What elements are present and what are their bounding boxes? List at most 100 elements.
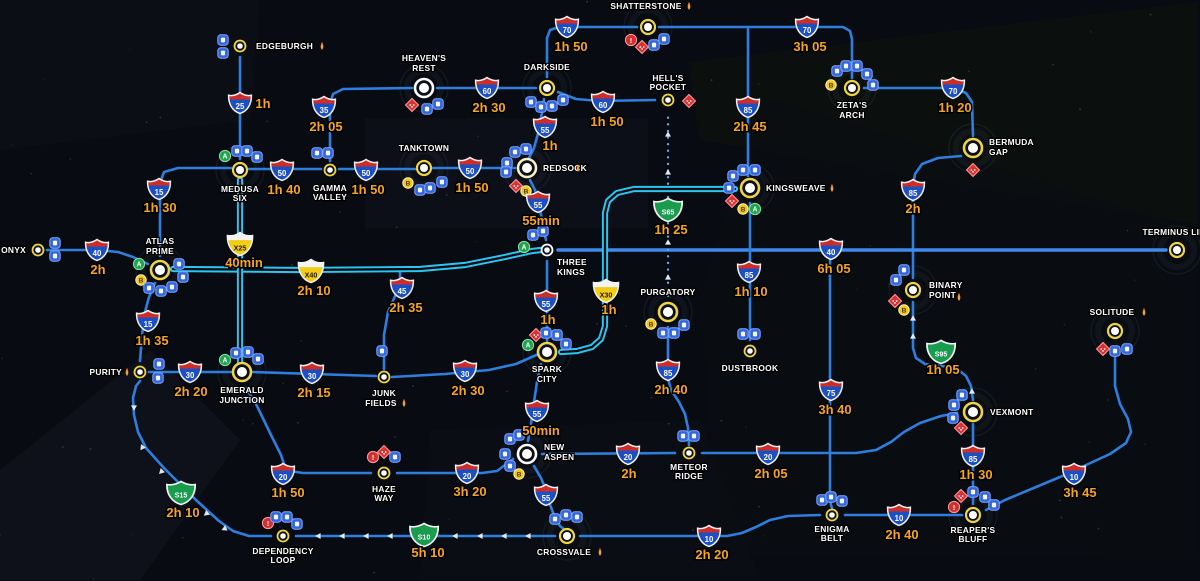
route-shield-S65: S65 bbox=[653, 197, 684, 223]
travel-time-label: 55min bbox=[522, 213, 560, 228]
amenity-icon bbox=[509, 146, 521, 158]
route-line bbox=[862, 86, 975, 138]
node-label: SHATTERSTONE bbox=[610, 1, 681, 11]
node-gamma-valley[interactable] bbox=[323, 163, 337, 177]
star-dot bbox=[1144, 443, 1146, 446]
node-label: CITY bbox=[537, 374, 557, 384]
node-core bbox=[1111, 327, 1119, 335]
node-new-aspen[interactable] bbox=[516, 443, 538, 465]
hazard-diamond-icon bbox=[376, 444, 392, 460]
node-spark-city[interactable] bbox=[536, 341, 558, 363]
route-shield-85: 85 bbox=[655, 358, 681, 382]
node-hells-pocket[interactable] bbox=[661, 93, 675, 107]
node-zetas-arch[interactable] bbox=[843, 79, 861, 97]
star-dot bbox=[395, 226, 398, 229]
node-atlas-prime[interactable] bbox=[149, 259, 171, 281]
route-shield-70: 70 bbox=[940, 76, 966, 100]
node-solitude[interactable] bbox=[1106, 322, 1124, 340]
node-core bbox=[35, 247, 41, 253]
amenity-icon bbox=[143, 282, 155, 294]
node-kingsweave[interactable] bbox=[739, 177, 761, 199]
amenity-icon bbox=[251, 151, 263, 163]
heat-flame-icon bbox=[576, 163, 580, 172]
node-dustbrook[interactable] bbox=[743, 344, 757, 358]
travel-time-label: 1h 10 bbox=[734, 284, 767, 299]
shield-number: S65 bbox=[662, 209, 675, 217]
route-shield-10: 10 bbox=[1061, 462, 1087, 486]
node-haze-way[interactable] bbox=[377, 466, 391, 480]
shield-number: 70 bbox=[563, 26, 572, 35]
route-shield-X25: X25 bbox=[226, 231, 254, 257]
shield-number: X25 bbox=[234, 244, 247, 252]
star-dot bbox=[279, 525, 281, 528]
node-binary-point[interactable] bbox=[904, 281, 922, 299]
node-meteor-ridge[interactable] bbox=[682, 446, 696, 460]
node-label: GAP bbox=[989, 147, 1008, 157]
node-core bbox=[237, 43, 243, 49]
shield-number: 55 bbox=[541, 126, 550, 135]
star-dot bbox=[145, 121, 148, 123]
star-dot bbox=[667, 422, 670, 425]
node-emerald-junction[interactable] bbox=[231, 361, 253, 383]
amenity-icon bbox=[723, 182, 735, 194]
shield-number: 25 bbox=[236, 102, 245, 111]
node-redsock[interactable] bbox=[516, 157, 538, 179]
badge-a-icon: A bbox=[218, 353, 232, 367]
node-medusa-six[interactable] bbox=[231, 161, 249, 179]
shield-number: 15 bbox=[155, 188, 164, 197]
direction-arrow-icon bbox=[452, 533, 458, 539]
node-darkside[interactable] bbox=[538, 79, 556, 97]
node-junk-fields[interactable] bbox=[377, 370, 391, 384]
node-label: BLUFF bbox=[959, 534, 988, 544]
node-edgeburgh[interactable] bbox=[233, 39, 247, 53]
star-dot bbox=[282, 382, 284, 385]
node-heavens-rest[interactable] bbox=[413, 77, 435, 99]
amenity-icon bbox=[557, 94, 569, 106]
direction-arrow-icon bbox=[315, 533, 321, 539]
node-three-kings[interactable] bbox=[540, 243, 554, 257]
direction-arrow-icon bbox=[910, 333, 916, 339]
shield-number: S95 bbox=[935, 351, 948, 359]
amenity-icon bbox=[549, 513, 561, 525]
node-crossvale[interactable] bbox=[558, 527, 576, 545]
star-dot bbox=[477, 135, 479, 138]
node-dependency-loop[interactable] bbox=[276, 529, 290, 543]
node-shatterstone[interactable] bbox=[639, 18, 657, 36]
node-tanktown[interactable] bbox=[415, 159, 433, 177]
amenity-icon bbox=[861, 68, 873, 80]
shield-number: 20 bbox=[463, 472, 472, 481]
amenity-icon bbox=[948, 399, 960, 411]
route-shield-20: 20 bbox=[270, 462, 296, 486]
heat-flame-icon bbox=[830, 183, 834, 192]
node-core bbox=[155, 265, 165, 275]
node-reapers-bluff[interactable] bbox=[964, 506, 982, 524]
node-label: ARCH bbox=[839, 110, 864, 120]
travel-time-label: 2h 30 bbox=[472, 100, 505, 115]
node-enigma-belt[interactable] bbox=[825, 508, 839, 522]
node-bermuda-gap[interactable] bbox=[962, 137, 984, 159]
direction-arrow-icon bbox=[501, 533, 507, 539]
travel-time-label: 1h 40 bbox=[267, 182, 300, 197]
node-purity[interactable] bbox=[133, 365, 147, 379]
amenity-icon bbox=[537, 225, 549, 237]
star-dot bbox=[445, 194, 448, 196]
amenity-icon bbox=[499, 448, 511, 460]
node-vexmont[interactable] bbox=[962, 401, 984, 423]
node-core bbox=[968, 407, 978, 417]
node-terminus-line[interactable] bbox=[1168, 241, 1186, 259]
star-dot bbox=[373, 571, 375, 574]
route-shield-30: 30 bbox=[452, 359, 478, 383]
travel-time-label: 2h 10 bbox=[297, 283, 330, 298]
route-shield-10: 10 bbox=[696, 524, 722, 548]
travel-time-label: 3h 20 bbox=[453, 484, 486, 499]
node-purgatory[interactable] bbox=[657, 301, 679, 323]
hazard-diamond-icon bbox=[528, 327, 544, 343]
node-label: METEOR bbox=[670, 462, 708, 472]
amenity-icon bbox=[540, 327, 552, 339]
amenity-icon bbox=[657, 327, 669, 339]
node-onyx[interactable] bbox=[31, 243, 45, 257]
node-core bbox=[381, 374, 387, 380]
